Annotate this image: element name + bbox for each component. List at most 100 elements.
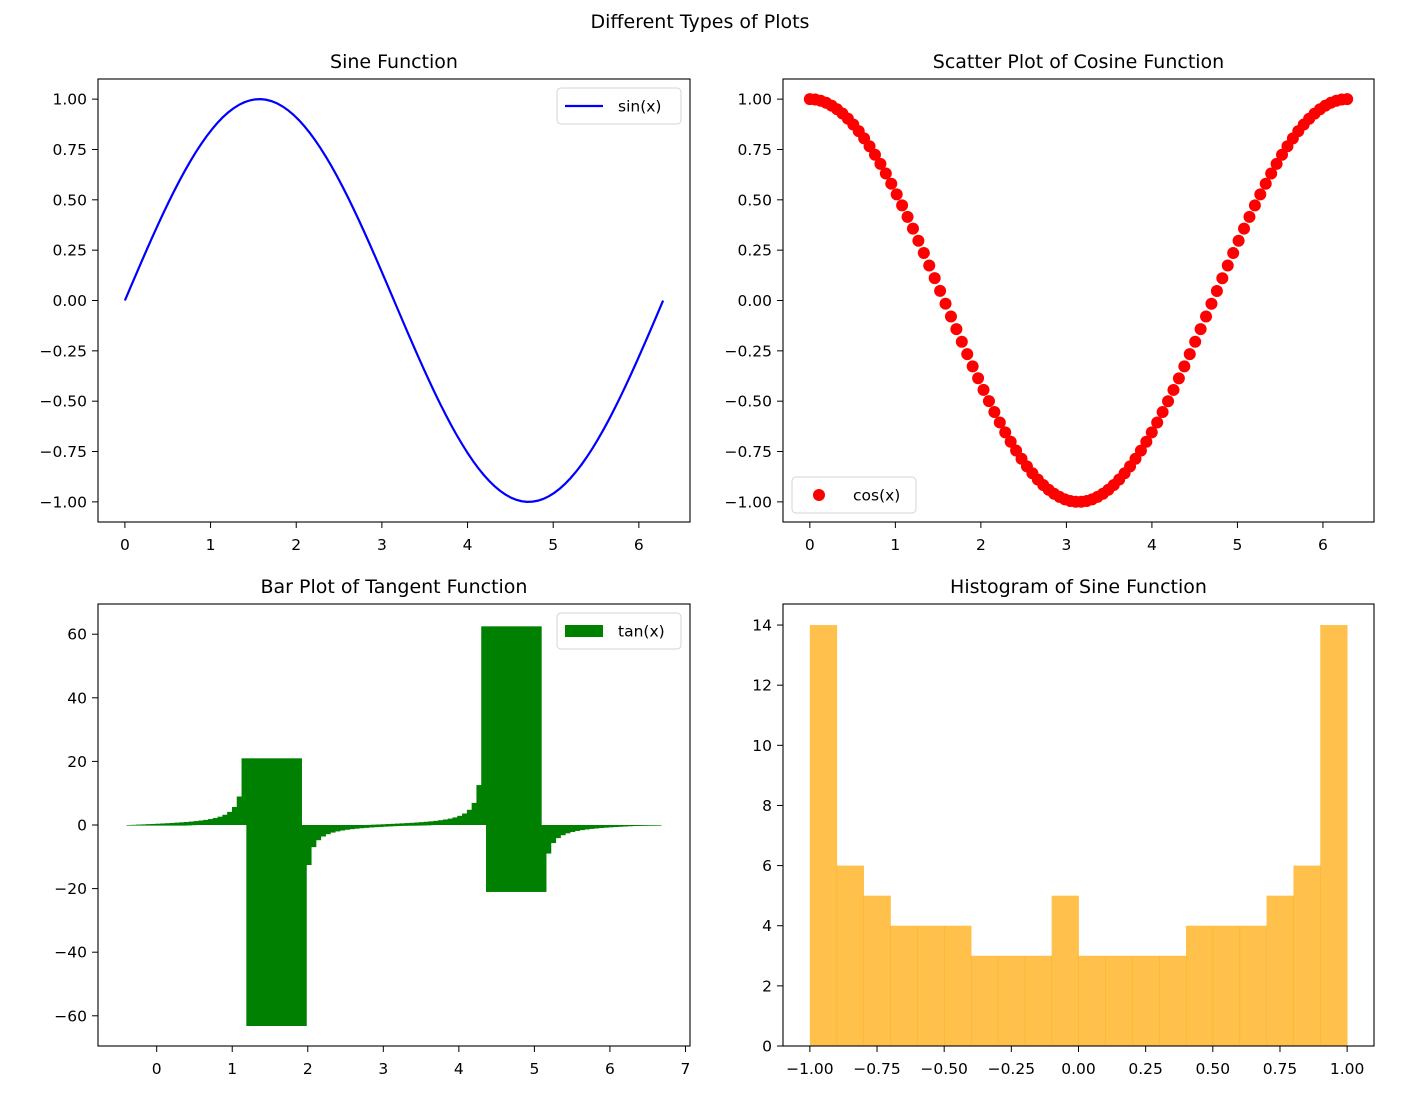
panel-sine-histogram-hist-bar-5	[944, 925, 972, 1046]
panel-cosine-scatter-point-78	[1227, 247, 1240, 260]
panel-tangent-bar-ytick-label-3: 0	[77, 817, 87, 835]
panel-sine-histogram-hist-bar-3	[890, 925, 918, 1046]
panel-sine-line-ytick-label-2: 0.50	[52, 191, 87, 209]
panel-cosine-scatter: 0 1 2 3 4 5 6 1.00 0.75 0.50 0.25 0.00 −0.25 −0.50 −0.…	[725, 51, 1375, 554]
panel-sine-line-ytick-label-7: −0.75	[40, 443, 88, 461]
panel-cosine-scatter-ytick-label-6: −0.50	[725, 393, 773, 411]
panel-sine-line-xtick-label-6: 6	[634, 536, 644, 554]
panel-cosine-scatter-point-83	[1254, 188, 1267, 201]
panel-cosine-scatter-point-72	[1194, 323, 1207, 336]
panel-sine-line-series-line	[123, 98, 665, 503]
panel-cosine-scatter-legend-box	[791, 476, 917, 514]
panel-cosine-scatter-legend-handle	[813, 489, 825, 501]
panel-cosine-scatter-point-61	[1134, 444, 1147, 457]
panel-cosine-scatter-point-86	[1270, 157, 1283, 170]
panel-cosine-scatter-point-87	[1276, 148, 1289, 161]
panel-sine-line-ytick-label-6: −0.50	[40, 393, 88, 411]
panel-sine-histogram-xtick-label-8: 1.00	[1330, 1060, 1365, 1078]
panel-cosine-scatter-point-15	[885, 177, 898, 190]
panel-sine-histogram-xtick-label-7: 0.75	[1263, 1060, 1298, 1078]
panel-cosine-scatter-point-75	[1210, 284, 1223, 297]
panel-sine-line-ytick-label-3: 0.25	[52, 242, 87, 260]
panel-cosine-scatter-ytick-label-4: 0.00	[737, 292, 772, 310]
panel-tangent-bar-ytick-label-6: −60	[54, 1007, 87, 1025]
panel-sine-histogram-hist-bar-17	[1266, 895, 1294, 1046]
panel-cosine-scatter-title: Scatter Plot of Cosine Function	[933, 51, 1224, 73]
panel-cosine-scatter-point-66	[1162, 395, 1175, 408]
panel-cosine-scatter-xtick-label-5: 5	[1232, 536, 1242, 554]
panel-cosine-scatter-legend-label: cos(x)	[853, 487, 900, 505]
panel-sine-histogram-hist-bar-0	[809, 625, 838, 1046]
panel-cosine-scatter-point-30	[966, 360, 979, 373]
panel-tangent-bar-xtick-label-3: 3	[378, 1060, 388, 1078]
panel-cosine-scatter-xtick-label-6: 6	[1318, 536, 1328, 554]
panel-cosine-scatter-plot-area	[803, 93, 1354, 508]
panel-cosine-scatter-xtick-label-4: 4	[1147, 536, 1157, 554]
panel-cosine-scatter-point-63	[1145, 426, 1158, 439]
panel-sine-histogram-xtick-label-2: −0.50	[920, 1060, 968, 1078]
panel-tangent-bar-plot-area	[126, 626, 662, 1026]
panel-cosine-scatter-point-84	[1259, 177, 1272, 190]
panel-sine-line-legend: sin(x)	[556, 87, 682, 125]
panel-sine-histogram-xtick-label-1: −0.75	[853, 1060, 901, 1078]
panel-cosine-scatter-point-20	[912, 234, 925, 247]
panel-tangent-bar-bar-24	[241, 758, 302, 825]
panel-sine-line-xtick-label-2: 2	[291, 536, 301, 554]
panel-sine-histogram-hist-bar-18	[1293, 865, 1321, 1046]
panel-sine-histogram-hist-bar-7	[997, 955, 1026, 1046]
panel-sine-histogram-ytick-label-4: 8	[762, 797, 772, 815]
panel-cosine-scatter-point-18	[901, 210, 914, 223]
panel-sine-histogram-title: Histogram of Sine Function	[950, 576, 1207, 598]
panel-cosine-scatter-point-35	[993, 416, 1006, 429]
panel-cosine-scatter-xtick-label-2: 2	[976, 536, 986, 554]
panel-cosine-scatter-ytick-label-0: 1.00	[737, 91, 772, 109]
panel-cosine-scatter-point-16	[890, 188, 903, 201]
panel-cosine-scatter-point-24	[934, 284, 947, 297]
panel-sine-histogram-hist-bar-19	[1320, 625, 1348, 1046]
panel-tangent-bar-legend-box	[556, 612, 682, 650]
panel-sine-histogram-xtick-label-3: −0.25	[988, 1060, 1036, 1078]
panel-tangent-bar-legend-label: tan(x)	[618, 623, 665, 641]
panel-cosine-scatter-point-23	[928, 272, 941, 285]
panel-cosine-scatter-ytick-label-5: −0.25	[725, 342, 773, 360]
panel-cosine-scatter-point-31	[972, 372, 985, 385]
panel-cosine-scatter-point-12	[868, 148, 881, 161]
panel-cosine-scatter-ytick-label-8: −1.00	[725, 493, 773, 511]
panel-cosine-scatter-point-34	[988, 406, 1001, 419]
panel-tangent-bar-xtick-label-7: 7	[681, 1060, 691, 1078]
panel-cosine-scatter-point-28	[955, 335, 968, 348]
panel-sine-histogram-ytick-label-7: 14	[752, 617, 772, 635]
panel-tangent-bar-legend: tan(x)	[556, 612, 682, 650]
panel-cosine-scatter-point-71	[1189, 335, 1202, 348]
panel-cosine-scatter-point-26	[944, 310, 957, 323]
panel-cosine-scatter-point-80	[1238, 222, 1251, 235]
panel-sine-histogram-hist-bar-14	[1185, 925, 1214, 1046]
panel-cosine-scatter-point-19	[906, 222, 919, 235]
panel-cosine-scatter-point-74	[1205, 297, 1218, 310]
panel-cosine-scatter-point-67	[1167, 383, 1180, 396]
panel-tangent-bar: 0 1 2 3 4 5 6 7 60 40 20 0 −20 −40 −60 Bar Plot of Tang…	[54, 576, 691, 1078]
panel-cosine-scatter-xtick-label-1: 1	[890, 536, 900, 554]
panel-cosine-scatter-point-65	[1156, 406, 1169, 419]
panel-cosine-scatter-point-37	[1004, 435, 1017, 448]
panel-sine-histogram-xtick-label-6: 0.50	[1196, 1060, 1231, 1078]
panel-tangent-bar-xtick-label-4: 4	[454, 1060, 464, 1078]
panel-tangent-bar-ytick-label-5: −40	[54, 944, 87, 962]
panel-sine-histogram-hist-bar-4	[917, 925, 945, 1046]
panel-sine-line-xtick-label-0: 0	[120, 536, 130, 554]
panel-sine-line-xtick-label-4: 4	[463, 536, 473, 554]
panel-sine-line-plot-area	[123, 98, 665, 503]
panel-cosine-scatter-point-99	[1341, 93, 1354, 106]
panel-cosine-scatter-point-14	[879, 167, 892, 180]
panel-sine-histogram-hist-bar-9	[1051, 895, 1079, 1046]
panel-cosine-scatter-point-17	[896, 199, 909, 212]
panel-cosine-scatter-point-77	[1221, 259, 1234, 272]
panel-sine-line-ytick-label-4: 0.00	[52, 292, 87, 310]
panel-cosine-scatter-point-27	[950, 323, 963, 336]
panel-sine-histogram-hist-bar-15	[1212, 925, 1241, 1046]
panel-tangent-bar-xtick-label-2: 2	[303, 1060, 313, 1078]
panel-cosine-scatter-point-68	[1172, 372, 1185, 385]
panel-sine-histogram-xtick-label-4: 0.00	[1061, 1060, 1096, 1078]
panel-sine-histogram-ytick-label-3: 6	[762, 857, 772, 875]
